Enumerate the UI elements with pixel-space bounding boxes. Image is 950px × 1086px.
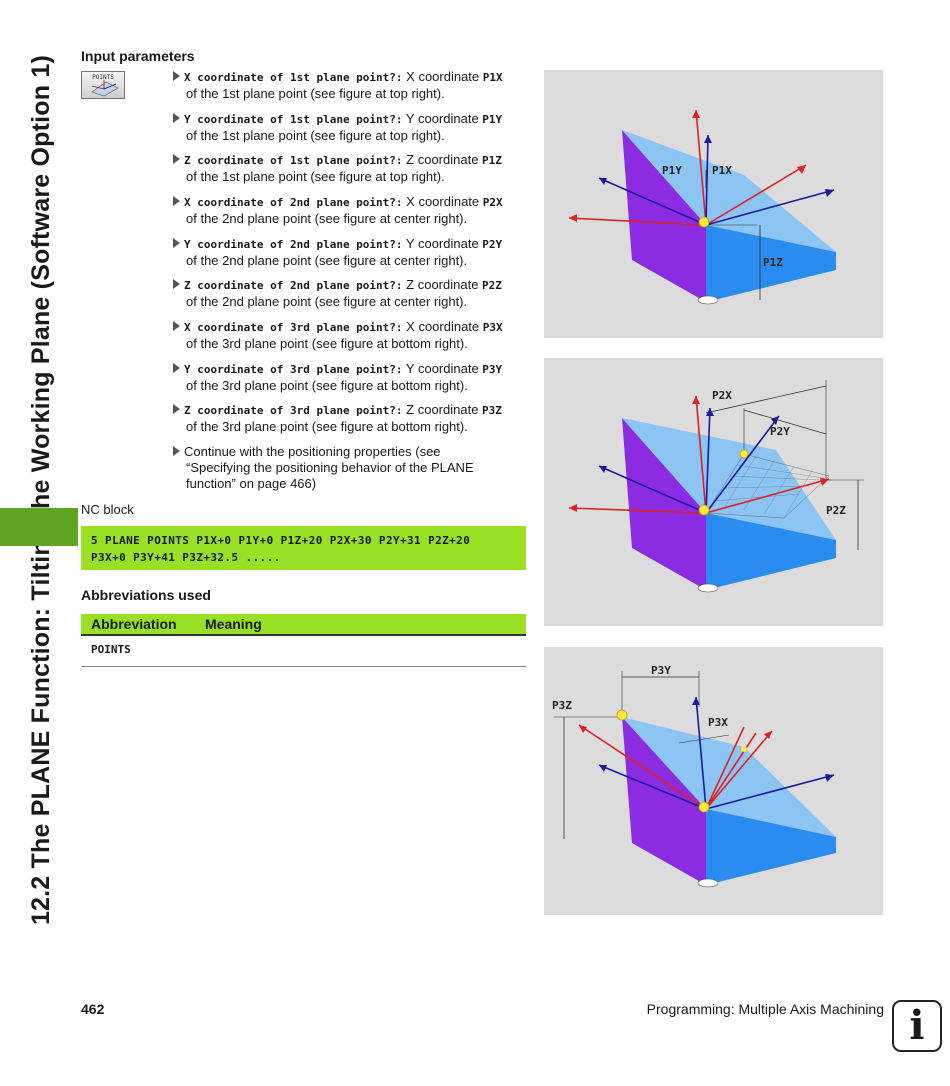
param-desc: of the 2nd plane point (see figure at ce… (186, 253, 468, 268)
param-lead: X coordinate (402, 69, 483, 84)
param-code: P2X (482, 196, 503, 209)
arrow-bullet-icon (173, 279, 180, 289)
label-p2y: P2Y (770, 425, 790, 438)
label-p3x: P3X (708, 716, 728, 729)
param-lead: X coordinate (402, 194, 483, 209)
param-lead: Z coordinate (402, 402, 483, 417)
param-prompt: X coordinate of 1st plane point?: (184, 71, 403, 84)
param-lead: Z coordinate (402, 152, 483, 167)
points-softkey-icon (91, 80, 119, 97)
param-desc: of the 2nd plane point (see figure at ce… (186, 211, 468, 226)
param-code: P1Y (482, 113, 503, 126)
param-p2y: Y coordinate of 2nd plane point?: Y coor… (173, 236, 533, 269)
nc-block-code: 5 PLANE POINTS P1X+0 P1Y+0 P1Z+20 P2X+30… (81, 526, 526, 570)
softkey-label: POINTS (92, 74, 114, 81)
arrow-bullet-icon (173, 238, 180, 248)
abbreviations-heading: Abbreviations used (81, 587, 211, 603)
param-code: P1Z (482, 154, 502, 167)
param-p1y: Y coordinate of 1st plane point?: Y coor… (173, 111, 533, 144)
label-p2x: P2X (712, 389, 732, 402)
param-p1x: X coordinate of 1st plane point?: X coor… (173, 69, 533, 102)
param-desc: of the 1st plane point (see figure at to… (186, 169, 445, 184)
param-code: P2Y (482, 238, 503, 251)
param-code: P2Z (482, 279, 502, 292)
param-p1z: Z coordinate of 1st plane point?: Z coor… (173, 152, 533, 185)
param-lead: Y coordinate (402, 111, 483, 126)
param-continue: Continue with the positioning properties… (173, 444, 533, 492)
column-header-abbreviation: Abbreviation (91, 616, 177, 632)
label-p1x: P1X (712, 164, 732, 177)
table-row: POINTS (81, 637, 526, 667)
label-p1y: P1Y (662, 164, 682, 177)
param-p3z: Z coordinate of 3rd plane point?: Z coor… (173, 402, 533, 435)
label-p1z: P1Z (763, 256, 783, 269)
arrow-bullet-icon (173, 196, 180, 206)
param-prompt: X coordinate of 3rd plane point?: (184, 321, 403, 334)
param-prompt: Y coordinate of 1st plane point?: (184, 113, 403, 126)
arrow-bullet-icon (173, 321, 180, 331)
arrow-bullet-icon (173, 404, 180, 414)
continue-link[interactable]: function” on page 466) (186, 476, 317, 491)
param-prompt: Z coordinate of 2nd plane point?: (184, 279, 403, 292)
arrow-bullet-icon (173, 71, 180, 81)
arrow-bullet-icon (173, 113, 180, 123)
label-p3z: P3Z (552, 699, 572, 712)
column-header-meaning: Meaning (205, 616, 262, 632)
input-parameters-heading: Input parameters (81, 48, 195, 64)
param-code: P3Y (482, 363, 503, 376)
nc-block-label: NC block (81, 502, 134, 517)
param-lead: X coordinate (402, 319, 483, 334)
nc-line: P3X+0 P3Y+41 P3Z+32.5 ..... (91, 551, 281, 564)
blue-face (706, 225, 836, 302)
nc-line: 5 PLANE POINTS P1X+0 P1Y+0 P1Z+20 P2X+30… (91, 534, 471, 547)
param-desc: of the 2nd plane point (see figure at ce… (186, 294, 468, 309)
param-prompt: Z coordinate of 1st plane point?: (184, 154, 403, 167)
figure-plane-point-1: P1Y P1X P1Z (544, 70, 883, 338)
arrow-bullet-icon (173, 154, 180, 164)
param-p3x: X coordinate of 3rd plane point?: X coor… (173, 319, 533, 352)
param-code: P1X (482, 71, 503, 84)
param-lead: Y coordinate (402, 361, 483, 376)
param-desc: of the 1st plane point (see figure at to… (186, 128, 445, 143)
continue-text: “Specifying the positioning behavior of … (186, 460, 474, 475)
figure-plane-point-3: P3Y P3Z P3X (544, 647, 883, 915)
param-lead: Z coordinate (402, 277, 483, 292)
footer-chapter-text: Programming: Multiple Axis Machining (646, 1001, 884, 1017)
points-softkey[interactable]: POINTS (81, 71, 125, 99)
arrow-bullet-icon (173, 363, 180, 373)
chapter-title-text: 12.2 The PLANE Function: Tilting the Wor… (27, 54, 55, 926)
param-lead: Y coordinate (402, 236, 483, 251)
param-desc: of the 3rd plane point (see figure at bo… (186, 378, 468, 393)
figure-plane-point-2: P2X P2Y P2Z (544, 358, 883, 626)
light-blue-face (622, 130, 836, 252)
abbreviation-cell: POINTS (91, 643, 131, 656)
param-code: P3X (482, 321, 503, 334)
param-desc: of the 1st plane point (see figure at to… (186, 86, 445, 101)
arrow-bullet-icon (173, 446, 180, 456)
page-number: 462 (81, 1001, 105, 1017)
param-prompt: Y coordinate of 3rd plane point?: (184, 363, 403, 376)
param-desc: of the 3rd plane point (see figure at bo… (186, 336, 468, 351)
param-prompt: Y coordinate of 2nd plane point?: (184, 238, 403, 251)
purple-face (622, 130, 706, 302)
info-icon: i (892, 1000, 942, 1052)
param-p3y: Y coordinate of 3rd plane point?: Y coor… (173, 361, 533, 394)
chapter-tab-marker (0, 508, 78, 546)
label-p2z: P2Z (826, 504, 846, 517)
param-desc: of the 3rd plane point (see figure at bo… (186, 419, 468, 434)
param-p2x: X coordinate of 2nd plane point?: X coor… (173, 194, 533, 227)
continue-text: Continue with the positioning properties… (184, 444, 441, 459)
label-p3y: P3Y (651, 664, 671, 677)
param-prompt: X coordinate of 2nd plane point?: (184, 196, 403, 209)
abbreviation-table-header: Abbreviation Meaning (81, 614, 526, 636)
param-p2z: Z coordinate of 2nd plane point?: Z coor… (173, 277, 533, 310)
param-prompt: Z coordinate of 3rd plane point?: (184, 404, 403, 417)
param-code: P3Z (482, 404, 502, 417)
